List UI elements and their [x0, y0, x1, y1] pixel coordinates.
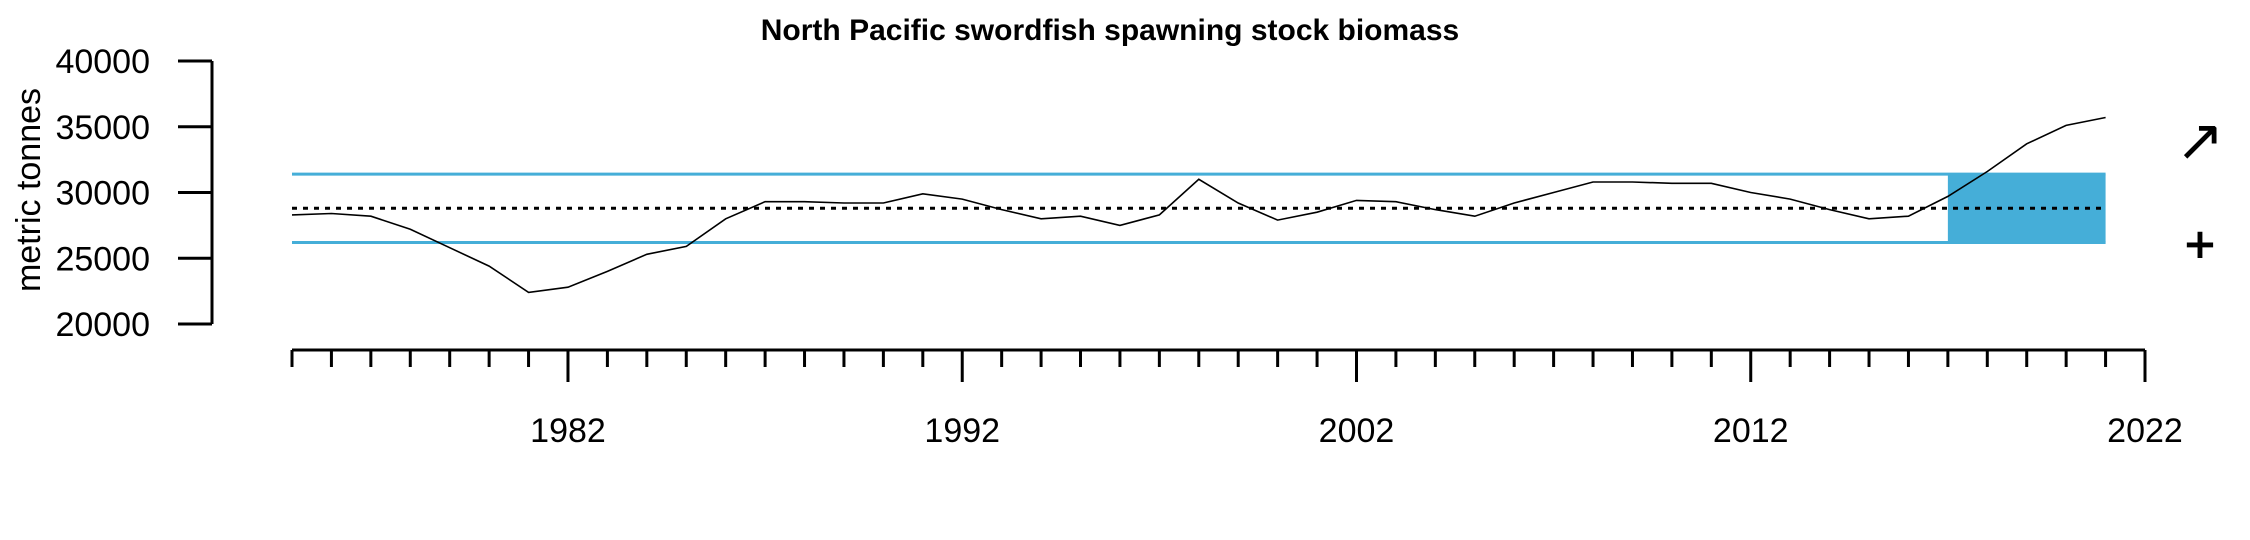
y-tick-label: 20000: [55, 306, 150, 344]
x-tick-label: 1982: [530, 412, 606, 450]
x-tick-label: 2022: [2107, 412, 2183, 450]
x-axis: 1982 1992 2002 2012 2022: [290, 348, 2183, 450]
y-tick-label: 35000: [55, 109, 150, 147]
x-tick-label: 2002: [1319, 412, 1395, 450]
highlight-band: [1947, 174, 2106, 243]
y-axis-label: metric tonnes: [10, 88, 48, 292]
y-tick-label: 25000: [55, 240, 150, 278]
trend-arrow-icon: ↗: [2176, 106, 2225, 174]
y-tick-label: 30000: [55, 175, 150, 213]
series-layer: [291, 116, 2106, 294]
x-tick-label: 1992: [924, 412, 1000, 450]
series-line: [291, 116, 2106, 294]
x-tick-label: 2012: [1713, 412, 1789, 450]
y-axis: 20000 25000 30000 35000 40000: [55, 43, 214, 344]
y-tick-label: 40000: [55, 43, 150, 81]
mean-status-icon: +: [2182, 219, 2217, 268]
chart-title: North Pacific swordfish spawning stock b…: [761, 14, 1459, 47]
highlight-layer: [1947, 174, 2106, 243]
reference-lines: [292, 172, 2106, 244]
